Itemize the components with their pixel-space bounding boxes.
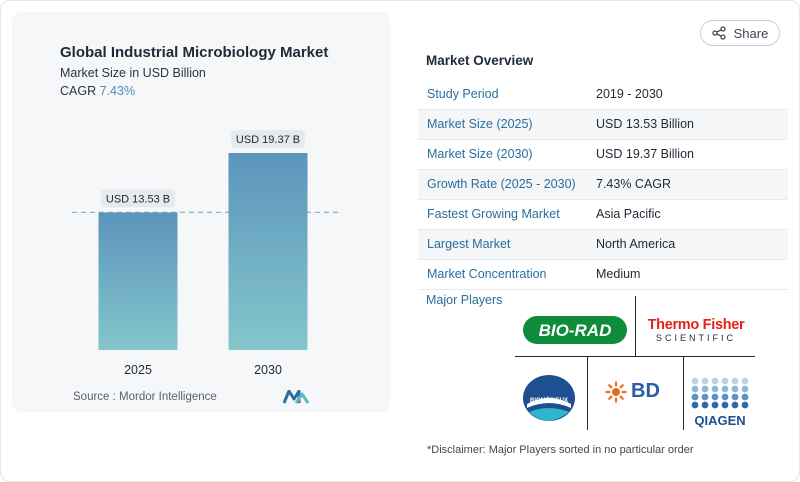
overview-table: Study Period 2019 - 2030 Market Size (20… <box>418 80 788 290</box>
qiagen-dot <box>691 401 699 409</box>
biomerieux-text: BIOMÉRIEUX <box>530 396 568 404</box>
bd-sun-icon <box>605 380 627 403</box>
qiagen-dot <box>691 377 699 385</box>
qiagen-dot <box>701 393 709 401</box>
overview-row-growth-rate: Growth Rate (2025 - 2030) 7.43% CAGR <box>418 170 788 200</box>
major-players-label: Major Players <box>426 293 503 307</box>
bar-2030 <box>228 153 308 350</box>
bd-logo: BD <box>605 380 660 403</box>
thermo-fisher-sub: SCIENTIFIC <box>655 333 736 343</box>
qiagen-dot <box>691 385 699 393</box>
qiagen-dot <box>701 385 709 393</box>
row-key: Largest Market <box>427 237 511 251</box>
qiagen-dot <box>741 393 749 401</box>
mordor-logo-icon <box>283 390 309 404</box>
qiagen-dot <box>741 385 749 393</box>
cagr-value: 7.43% <box>99 84 136 98</box>
qiagen-dot <box>731 377 739 385</box>
bd-text: BD <box>631 380 660 402</box>
data-label: USD 13.53 B <box>106 193 170 205</box>
qiagen-dot <box>731 401 739 409</box>
x-tick-label: 2030 <box>254 363 282 377</box>
row-key: Study Period <box>427 87 499 101</box>
source-text: Source : Mordor Intelligence <box>73 391 217 403</box>
disclaimer-text: *Disclaimer: Major Players sorted in no … <box>427 444 694 456</box>
thermo-fisher-name: Thermo Fisher <box>647 317 745 333</box>
row-value: 7.43% CAGR <box>596 177 672 191</box>
share-icon <box>711 26 726 40</box>
chart-subtitle: Market Size in USD Billion <box>60 66 206 80</box>
qiagen-logo: QIAGEN <box>691 377 749 428</box>
overview-row-study-period: Study Period 2019 - 2030 <box>418 80 788 110</box>
qiagen-dot <box>701 377 709 385</box>
row-value: 2019 - 2030 <box>596 87 663 101</box>
row-key: Fastest Growing Market <box>427 207 560 221</box>
data-label-bg <box>101 189 175 208</box>
overview-row-market-size-2030: Market Size (2030) USD 19.37 Billion <box>418 140 788 170</box>
qiagen-dot <box>721 401 729 409</box>
qiagen-dot <box>731 385 739 393</box>
qiagen-dot <box>721 385 729 393</box>
row-key: Market Size (2025) <box>427 117 533 131</box>
row-value: Asia Pacific <box>596 207 661 221</box>
share-button[interactable]: Share <box>700 20 780 46</box>
overview-row-concentration: Market Concentration Medium <box>418 260 788 290</box>
thermo-fisher-logo: Thermo Fisher SCIENTIFIC <box>641 317 751 343</box>
overview-row-largest-market: Largest Market North America <box>418 230 788 260</box>
qiagen-text: QIAGEN <box>694 413 745 428</box>
chart-title: Global Industrial Microbiology Market <box>60 44 329 61</box>
biomerieux-logo: BIOMÉRIEUX <box>523 375 575 421</box>
row-key: Market Size (2030) <box>427 147 533 161</box>
bar-chart: USD 13.53 B 2025 USD 19.37 B 2030 <box>72 130 338 377</box>
cagr-line: CAGR 7.43% <box>60 84 135 98</box>
row-key: Market Concentration <box>427 267 547 281</box>
qiagen-dot <box>721 377 729 385</box>
qiagen-dot <box>731 393 739 401</box>
qiagen-dot <box>721 393 729 401</box>
qiagen-dot <box>701 401 709 409</box>
overview-row-fastest-growing: Fastest Growing Market Asia Pacific <box>418 200 788 230</box>
major-players-logos: BIO-RAD Thermo Fisher SCIENTIFIC BIOMÉRI… <box>515 296 755 430</box>
row-value: USD 13.53 Billion <box>596 117 694 131</box>
qiagen-dot <box>711 377 719 385</box>
qiagen-dot <box>741 401 749 409</box>
qiagen-dot <box>711 401 719 409</box>
data-label-bg <box>231 130 305 148</box>
bio-rad-logo: BIO-RAD <box>523 316 627 344</box>
bio-rad-text: BIO-RAD <box>539 321 612 340</box>
qiagen-dot <box>691 393 699 401</box>
bar-2025 <box>98 212 178 350</box>
qiagen-dot <box>711 385 719 393</box>
row-value: USD 19.37 Billion <box>596 147 694 161</box>
data-label: USD 19.37 B <box>236 134 300 146</box>
share-label: Share <box>733 25 769 41</box>
cagr-label: CAGR <box>60 84 97 98</box>
qiagen-dot <box>711 393 719 401</box>
row-key: Growth Rate (2025 - 2030) <box>427 177 576 191</box>
row-value: Medium <box>596 267 641 281</box>
x-tick-label: 2025 <box>124 363 152 377</box>
qiagen-dot <box>741 377 749 385</box>
overview-row-market-size-2025: Market Size (2025) USD 13.53 Billion <box>418 110 788 140</box>
row-value: North America <box>596 237 676 251</box>
overview-title: Market Overview <box>426 53 534 68</box>
